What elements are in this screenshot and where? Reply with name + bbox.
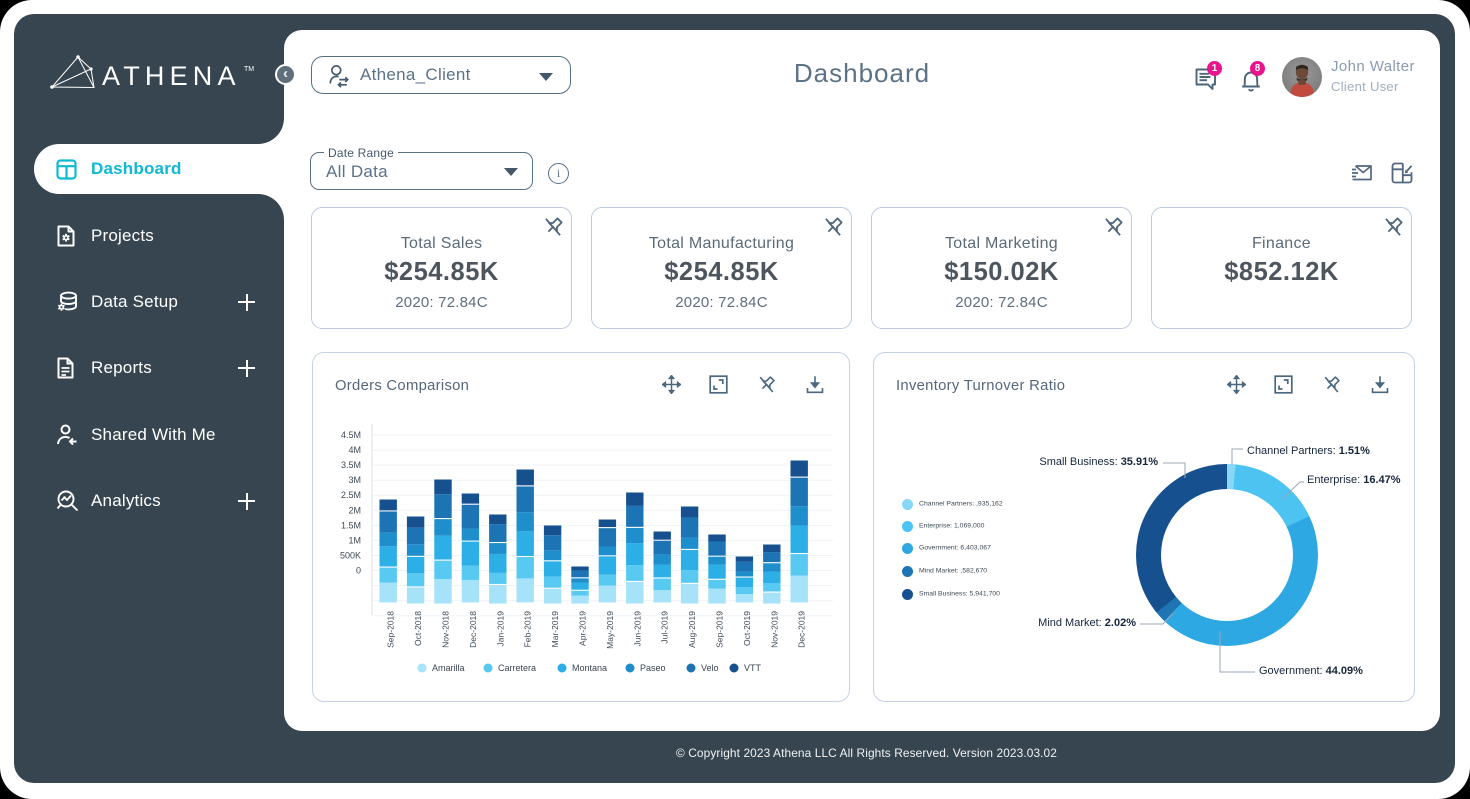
svg-text:Feb-2019: Feb-2019 — [523, 611, 533, 648]
svg-text:Jun-2019: Jun-2019 — [632, 611, 642, 647]
svg-text:4M: 4M — [348, 445, 361, 455]
svg-text:Carretera: Carretera — [498, 663, 536, 673]
svg-text:1.5M: 1.5M — [341, 520, 361, 530]
svg-text:Oct-2018: Oct-2018 — [413, 611, 423, 646]
svg-text:0: 0 — [356, 566, 361, 576]
svg-text:Aug-2019: Aug-2019 — [687, 611, 697, 648]
svg-text:2.5M: 2.5M — [341, 490, 361, 500]
svg-text:Velo: Velo — [701, 663, 719, 673]
svg-text:Nov-2019: Nov-2019 — [769, 611, 779, 648]
svg-text:May-2019: May-2019 — [605, 611, 615, 649]
svg-text:Jan-2019: Jan-2019 — [495, 611, 505, 647]
svg-text:3.5M: 3.5M — [341, 460, 361, 470]
svg-text:2M: 2M — [348, 505, 361, 515]
svg-text:Amarilla: Amarilla — [432, 663, 465, 673]
svg-text:Mar-2019: Mar-2019 — [550, 611, 560, 648]
svg-text:Jul-2019: Jul-2019 — [660, 611, 670, 644]
svg-text:4.5M: 4.5M — [341, 430, 361, 440]
svg-text:Nov-2018: Nov-2018 — [441, 611, 451, 648]
svg-text:Dec-2019: Dec-2019 — [797, 611, 807, 648]
svg-text:3M: 3M — [348, 475, 361, 485]
svg-text:500K: 500K — [340, 551, 361, 561]
svg-text:Oct-2019: Oct-2019 — [742, 611, 752, 646]
svg-text:Montana: Montana — [572, 663, 607, 673]
svg-text:Dec-2018: Dec-2018 — [468, 611, 478, 648]
svg-text:VTT: VTT — [744, 663, 762, 673]
svg-text:1M: 1M — [348, 535, 361, 545]
svg-text:Apr-2019: Apr-2019 — [578, 611, 588, 646]
svg-text:Paseo: Paseo — [640, 663, 666, 673]
svg-text:Sep-2019: Sep-2019 — [715, 611, 725, 648]
svg-text:Sep-2018: Sep-2018 — [386, 611, 396, 648]
